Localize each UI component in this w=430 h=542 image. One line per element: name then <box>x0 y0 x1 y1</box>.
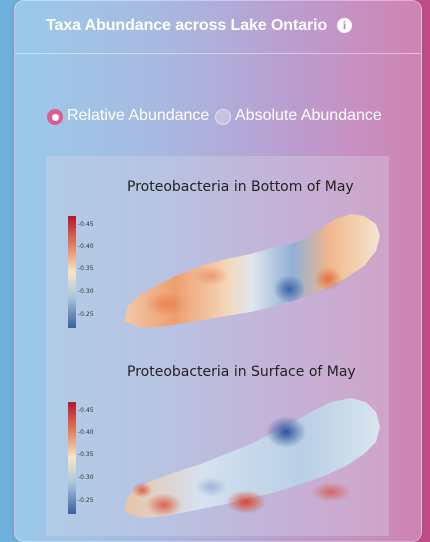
info-icon[interactable]: i <box>337 18 352 33</box>
map-title-bottom: Proteobacteria in Bottom of May <box>127 179 354 195</box>
map-title-surface: Proteobacteria in Surface of May <box>127 364 356 380</box>
absolute-abundance-label[interactable]: Absolute Abundance <box>235 107 382 124</box>
page-title: Taxa Abundance across Lake Ontario <box>46 17 328 34</box>
relative-abundance-radio[interactable] <box>47 109 63 125</box>
lake-outline-bottom <box>124 214 380 328</box>
lake-map-surface <box>124 398 380 518</box>
lake-map-bottom <box>124 214 380 328</box>
lake-outline-surface <box>124 398 380 518</box>
abundance-card: Taxa Abundance across Lake Ontario i Rel… <box>14 0 422 542</box>
card-header: Taxa Abundance across Lake Ontario i <box>15 1 421 54</box>
relative-abundance-label[interactable]: Relative Abundance <box>67 107 210 124</box>
colorbar-surface: 0.45 0.40 0.35 0.30 0.25 <box>68 402 94 514</box>
map-plot-panel: Proteobacteria in Bottom of May 0.45 0.4… <box>46 156 389 536</box>
absolute-abundance-radio[interactable] <box>215 109 231 125</box>
colorbar-bottom: 0.45 0.40 0.35 0.30 0.25 <box>68 216 94 328</box>
